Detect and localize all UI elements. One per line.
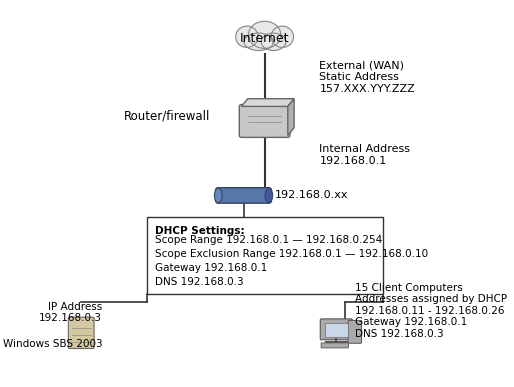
Text: External (WAN)
Static Address
157.XXX.YYY.ZZZ: External (WAN) Static Address 157.XXX.YY… (319, 61, 415, 94)
Polygon shape (288, 99, 294, 135)
Text: Internal Address
192.168.0.1: Internal Address 192.168.0.1 (319, 144, 410, 166)
Text: Internet: Internet (240, 32, 289, 45)
Ellipse shape (244, 33, 273, 50)
FancyBboxPatch shape (325, 323, 347, 337)
FancyBboxPatch shape (146, 217, 382, 294)
Polygon shape (242, 99, 294, 106)
Text: Router/firewall: Router/firewall (123, 110, 210, 123)
Text: 192.168.0.xx: 192.168.0.xx (275, 190, 348, 200)
Text: DHCP Settings:: DHCP Settings: (155, 226, 245, 236)
FancyBboxPatch shape (216, 188, 271, 203)
Ellipse shape (214, 188, 222, 203)
FancyBboxPatch shape (320, 319, 352, 340)
Text: 15 Client Computers
Addresses assigned by DHCP
192.168.0.11 - 192.168.0.26
Gatew: 15 Client Computers Addresses assigned b… (355, 283, 507, 339)
Ellipse shape (236, 26, 258, 47)
Text: Windows SBS 2003: Windows SBS 2003 (3, 339, 102, 349)
FancyBboxPatch shape (348, 320, 361, 343)
Ellipse shape (265, 188, 272, 203)
FancyBboxPatch shape (68, 317, 94, 348)
Ellipse shape (261, 33, 286, 50)
FancyBboxPatch shape (321, 343, 348, 348)
Ellipse shape (271, 26, 293, 47)
Text: Scope Range 192.168.0.1 — 192.168.0.254
Scope Exclusion Range 192.168.0.1 — 192.: Scope Range 192.168.0.1 — 192.168.0.254 … (155, 235, 428, 287)
Text: IP Address
192.168.0.3: IP Address 192.168.0.3 (39, 302, 102, 324)
Ellipse shape (248, 21, 281, 48)
FancyBboxPatch shape (240, 104, 290, 137)
